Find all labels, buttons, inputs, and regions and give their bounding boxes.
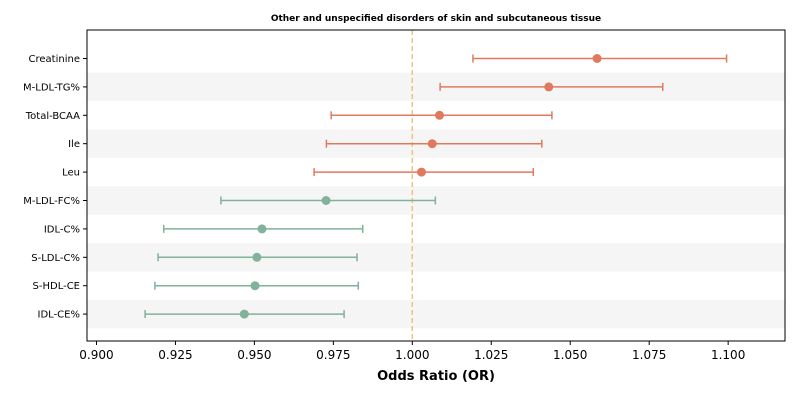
point-estimate: [321, 196, 331, 205]
chart-title: Other and unspecified disorders of skin …: [271, 14, 601, 24]
x-axis-label: Odds Ratio (OR): [377, 369, 495, 384]
forest-row: S-HDL-CE: [33, 281, 360, 292]
forest-row: Creatinine: [29, 54, 728, 65]
category-label: IDL-C%: [44, 224, 80, 235]
point-estimate: [250, 281, 260, 291]
category-label: IDL-CE%: [38, 310, 80, 321]
point-estimate: [427, 139, 437, 149]
point-estimate: [544, 82, 554, 92]
x-tick-label: 0.925: [158, 348, 192, 362]
data-rows: Creatinine M-LDL-TG% Total-BCAA Ile Leu M-LDL…: [23, 54, 728, 321]
x-tick-label: 1.050: [553, 348, 587, 362]
x-tick-label: 0.900: [79, 348, 113, 362]
x-tick-label: 1.075: [632, 348, 666, 362]
x-tick-label: 1.100: [711, 348, 745, 362]
forest-row: Total-BCAA: [25, 110, 553, 122]
category-label: Creatinine: [29, 54, 80, 65]
point-estimate: [434, 110, 444, 120]
forest-row: Ile: [68, 139, 543, 150]
forest-row: Leu: [62, 167, 535, 179]
category-label: Leu: [62, 168, 80, 179]
forest-row: M-LDL-FC%: [23, 196, 437, 207]
point-estimate: [416, 167, 426, 177]
point-estimate: [257, 224, 267, 234]
category-label: M-LDL-FC%: [23, 196, 80, 207]
x-tick-label: 1.025: [474, 348, 508, 362]
x-tick-label: 0.950: [237, 348, 271, 362]
x-tick-label: 1.000: [395, 348, 429, 362]
point-estimate: [592, 54, 602, 63]
plot-frame: [86, 29, 786, 342]
forest-row: IDL-CE%: [38, 309, 345, 321]
category-label: Total-BCAA: [25, 111, 80, 122]
category-label: M-LDL-TG%: [23, 82, 80, 93]
category-label: Ile: [68, 139, 80, 150]
point-estimate: [252, 252, 262, 262]
point-estimate: [239, 309, 249, 319]
forest-row: S-LDL-C%: [31, 252, 358, 264]
forest-row: M-LDL-TG%: [23, 82, 664, 93]
x-axis: 0.900 0.925 0.950 0.975 1.000 1.025 1.050 1.075…: [79, 341, 745, 362]
row-stripe: [87, 72, 785, 102]
category-label: S-LDL-C%: [31, 253, 80, 264]
x-tick-label: 0.975: [316, 348, 350, 362]
forest-row: IDL-C%: [44, 224, 364, 235]
category-label: S-HDL-CE: [33, 281, 80, 292]
